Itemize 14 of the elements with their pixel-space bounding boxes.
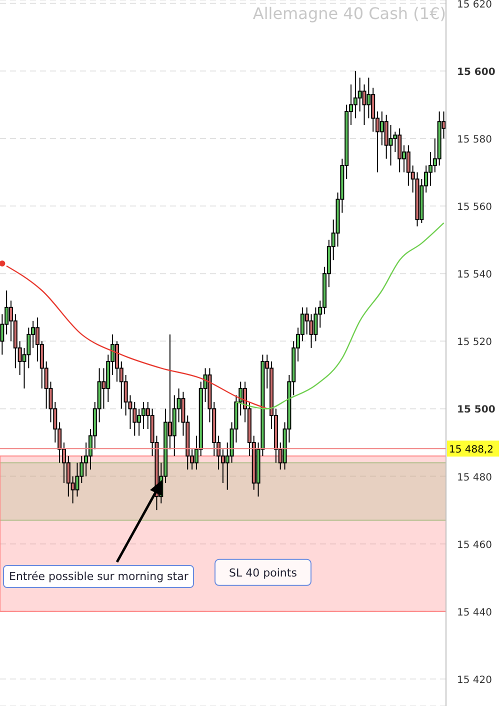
- y-tick-label: 15 480: [457, 472, 492, 484]
- y-tick-label: 15 600: [457, 66, 496, 78]
- y-tick-label: 15 440: [457, 607, 492, 618]
- ref-line-label: 15 488,2: [449, 444, 494, 456]
- y-tick-label: 15 560: [457, 202, 492, 214]
- y-tick-label: 15 620: [457, 0, 492, 10]
- annotation: Entrée possible sur morning star: [3, 565, 194, 588]
- y-tick-label: 15 460: [457, 540, 492, 551]
- y-tick-label: 15 580: [457, 134, 492, 146]
- y-tick-label: 15 540: [457, 270, 492, 281]
- y-tick-label: 15 420: [457, 674, 492, 686]
- y-tick-label: 15 500: [457, 404, 496, 416]
- y-tick-label: 15 520: [457, 337, 492, 348]
- band-label: SL 40 points: [229, 566, 298, 580]
